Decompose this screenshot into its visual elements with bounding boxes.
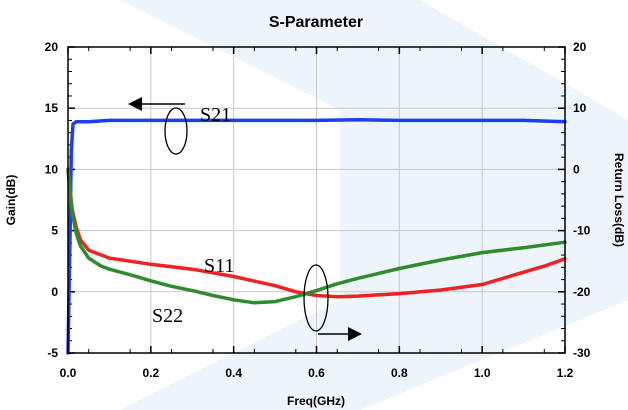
y-tick-label: 5 (51, 224, 58, 238)
y-tick-label: -5 (47, 346, 58, 360)
y2-tick-label: -10 (573, 224, 591, 238)
annotations: S21 S11 S22 (128, 97, 362, 341)
x-tick-label: 0.2 (142, 366, 159, 380)
x-tick-label: 0.8 (391, 366, 408, 380)
s21-ellipse (164, 107, 188, 155)
y2-axis-label: Return Loss(dB) (612, 153, 626, 247)
x-tick-label: 1.0 (474, 366, 491, 380)
x-axis-label: Freq(GHz) (287, 394, 345, 408)
s11-s22-ellipse (303, 264, 329, 332)
s21-arrow-head (128, 97, 142, 111)
x-tick-label: 0.6 (308, 366, 325, 380)
series-line-s22 (66, 167, 567, 305)
y2-tick-label: -30 (573, 346, 591, 360)
y2-tick-label: 10 (573, 101, 587, 115)
y-tick-label: 0 (51, 285, 58, 299)
s22-label: S22 (152, 305, 183, 327)
plot-frame (67, 46, 566, 354)
background-watermark (120, 0, 628, 410)
x-tick-label: 0.4 (225, 366, 242, 380)
s11-label: S11 (204, 255, 234, 277)
x-tick-label: 1.2 (557, 366, 574, 380)
y-tick-label: 10 (45, 162, 59, 176)
y-tick-label: 15 (45, 101, 59, 115)
y-axis-label: Gain(dB) (4, 175, 18, 226)
y2-tick-label: -20 (573, 285, 591, 299)
chart-title: S-Parameter (269, 14, 363, 31)
s21-label: S21 (200, 104, 231, 126)
y2-tick-label: 0 (573, 162, 580, 176)
series-lines (66, 118, 567, 355)
x-tick-label: 0.0 (60, 366, 77, 380)
y2-tick-label: 20 (573, 40, 587, 54)
series-line-s21 (66, 118, 567, 355)
return-loss-arrow-head (348, 327, 362, 341)
y-tick-label: 20 (45, 40, 59, 54)
tick-labels: 0.0 0.2 0.4 0.6 0.8 1.0 1.2 -5 0 5 10 15 20 -30 -20 -10… (45, 40, 591, 380)
series-line-s11 (66, 167, 567, 299)
